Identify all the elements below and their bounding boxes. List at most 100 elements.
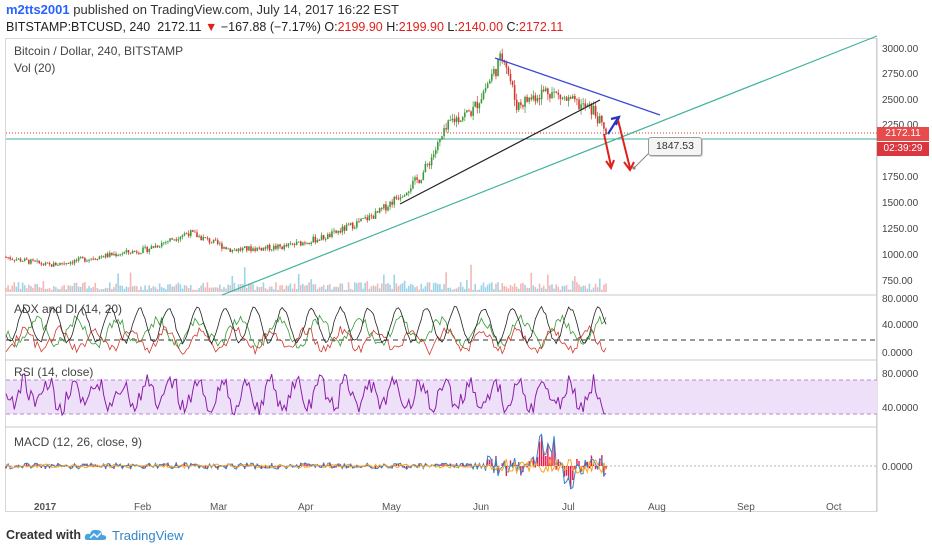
volume-bar [92, 286, 94, 292]
author-link[interactable]: m2tts2001 [6, 2, 70, 17]
volume-bar [478, 289, 481, 292]
candle-body [246, 246, 248, 251]
candle-body [185, 233, 188, 235]
volume-bar [152, 286, 155, 292]
volume-bar [144, 285, 146, 292]
candle-body [422, 172, 425, 180]
candle-body [351, 222, 354, 229]
candle-body [109, 252, 111, 257]
y-tick-label: 1750.00 [882, 172, 919, 183]
open-label: O: [324, 20, 338, 34]
volume-bar [468, 288, 470, 292]
volume-bar [430, 289, 433, 292]
rsi-tick-label: 40.0000 [882, 403, 919, 414]
candle-body [84, 257, 86, 262]
macd-histogram-bar [107, 465, 109, 466]
candle-body [306, 243, 308, 244]
descending-trendline-blue[interactable] [494, 57, 661, 116]
candle-body [264, 247, 267, 249]
candle-body [349, 222, 352, 225]
chart-canvas[interactable]: 3000.00 2750.00 2500.00 2250.00 1750.00 … [0, 0, 932, 512]
volume-bar [32, 287, 34, 292]
volume-bar [418, 289, 420, 292]
volume-bar [528, 287, 530, 292]
candle-body [135, 251, 138, 253]
volume-bar [356, 283, 358, 292]
main-legend-title[interactable]: Bitcoin / Dollar, 240, BITSTAMP [14, 44, 184, 58]
volume-legend[interactable]: Vol (20) [14, 61, 56, 75]
adx-legend[interactable]: ADX and DI (14, 20) [14, 302, 123, 316]
volume-bar [372, 285, 375, 292]
candle-body [32, 259, 34, 261]
candle-body [75, 259, 78, 261]
ascending-trendline-black[interactable] [399, 99, 601, 205]
macd-histogram-bar [142, 466, 144, 469]
candle-body [119, 254, 121, 256]
volume-bar [266, 289, 269, 292]
candle-body [418, 179, 420, 183]
volume-bar [493, 289, 495, 292]
volume-bar [378, 288, 381, 292]
candle-body [491, 73, 493, 81]
ascending-trendline-teal[interactable] [221, 35, 878, 296]
candle-body [160, 243, 163, 247]
volume-bar [347, 282, 350, 292]
candle-body [142, 247, 144, 253]
candle-body [250, 246, 252, 252]
volume-bar [15, 286, 18, 292]
macd-histogram-bar [9, 466, 11, 467]
candle-body [376, 211, 379, 213]
candle-body [339, 230, 342, 233]
macd-histogram-bar [572, 466, 574, 480]
volume-bar [522, 282, 524, 292]
candle-body [324, 239, 327, 240]
candle-body [17, 258, 20, 260]
macd-legend[interactable]: MACD (12, 26, close, 9) [14, 435, 143, 449]
price-axis[interactable]: 3000.00 2750.00 2500.00 2250.00 1750.00 … [882, 44, 919, 287]
volume-bar [544, 288, 547, 292]
rsi-tick-label: 80.0000 [882, 369, 919, 380]
arrowhead-blue [610, 115, 621, 126]
candle-body [297, 241, 300, 243]
macd-histogram-bar [590, 455, 593, 466]
candle-body [304, 242, 306, 244]
rsi-axis[interactable]: 80.0000 40.0000 [882, 369, 919, 414]
candle-body [225, 247, 227, 250]
tradingview-cloud-icon[interactable] [84, 528, 108, 542]
volume-bar [287, 285, 290, 292]
volume-bar [590, 289, 593, 292]
macd-histogram-bar [555, 466, 557, 470]
adx-axis[interactable]: 80.0000 40.0000 0.0000 [882, 294, 919, 359]
candle-body [65, 263, 68, 264]
macd-histogram-bar [352, 466, 354, 468]
candle-body [511, 81, 514, 86]
tradingview-brand-link[interactable]: TradingView [112, 528, 184, 543]
volume-bar [410, 283, 412, 292]
volume-bar [416, 286, 418, 292]
volume-bar [7, 285, 9, 292]
rsi-legend[interactable]: RSI (14, close) [14, 365, 94, 379]
macd-histogram-bar [520, 466, 522, 476]
candle-body [123, 252, 126, 254]
high-label: H: [386, 20, 399, 34]
volume-bar [127, 287, 130, 292]
volume-bar [194, 289, 196, 292]
y-tick-label: 1500.00 [882, 198, 919, 209]
candle-body [567, 97, 570, 101]
price-annotation-callout[interactable]: 1847.53 [648, 137, 702, 156]
price-change: −167.88 (−7.17%) [220, 20, 321, 34]
candle-body [200, 236, 202, 241]
time-axis[interactable]: 2017 Feb Mar Apr May Jun Jul Aug Sep Oct [34, 502, 842, 512]
macd-histogram-bar [374, 466, 377, 469]
volume-bar [44, 288, 47, 292]
projection-arrow-red-2[interactable] [617, 119, 631, 169]
projection-arrow-red-1[interactable] [603, 133, 612, 167]
macd-axis[interactable]: 0.0000 [882, 462, 913, 473]
macd-histogram-bar [528, 461, 530, 466]
volume-bar [553, 288, 555, 292]
candle-body [488, 80, 491, 84]
volume-bar [227, 284, 229, 292]
candle-body [520, 102, 522, 106]
projection-arrow-blue[interactable] [607, 117, 619, 135]
macd-histogram-bar [277, 466, 279, 469]
